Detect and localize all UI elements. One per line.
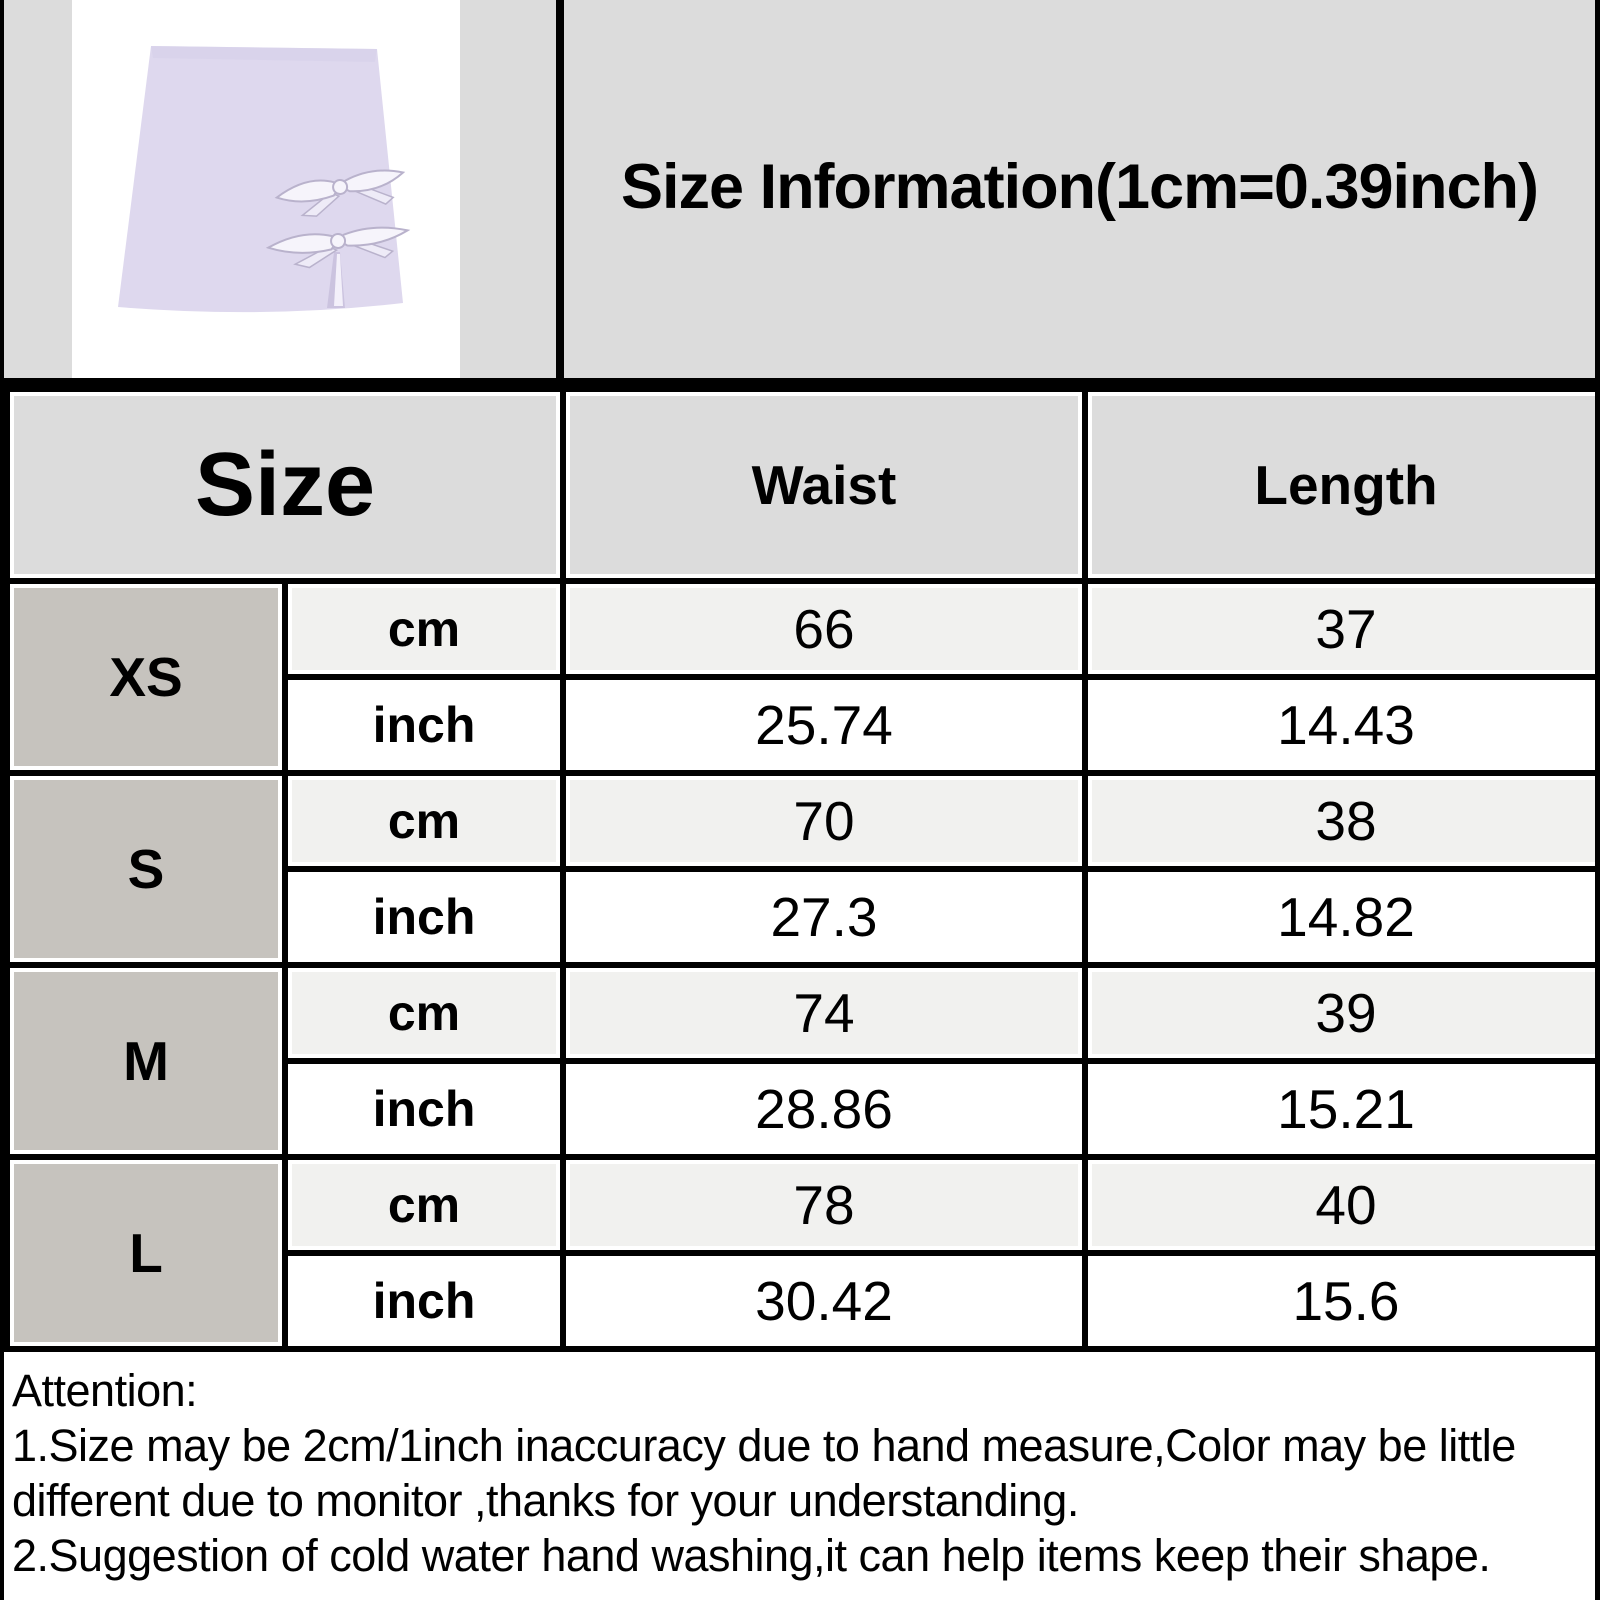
waist-value: 27.3 [560, 866, 1088, 968]
skirt-image [118, 46, 411, 313]
table-row-m-inch: inch 28.86 15.21 [7, 1058, 1595, 1160]
waist-value: 30.42 [560, 1250, 1088, 1352]
attention-note-2: 2.Suggestion of cold water hand washing,… [12, 1529, 1491, 1581]
length-value: 15.6 [1082, 1250, 1595, 1352]
length-value: 14.82 [1082, 866, 1595, 968]
unit-label: cm [282, 1154, 566, 1256]
product-image [72, 0, 460, 378]
table-row-xs-cm: XS cm 66 37 [4, 578, 1595, 776]
length-value: 37 [1082, 578, 1595, 680]
table-header-row: Size Waist Length [4, 386, 1595, 584]
length-value: 40 [1082, 1154, 1595, 1256]
unit-label: inch [282, 866, 566, 968]
column-header-length: Length [1082, 386, 1595, 584]
unit-label: cm [282, 578, 566, 680]
length-value: 39 [1082, 962, 1595, 1064]
table-row-l-cm: L cm 78 40 [4, 1154, 1595, 1352]
skirt-waistband [151, 46, 377, 62]
size-label-l: L [4, 1154, 288, 1352]
top-banner: Size Information(1cm=0.39inch) [4, 0, 1595, 386]
size-label-s: S [4, 770, 288, 968]
skirt-slit [327, 252, 345, 308]
size-table: Size Waist Length XS cm 66 37 inch 25.74… [4, 386, 1595, 1352]
unit-label: inch [282, 674, 566, 776]
table-row-l-inch: inch 30.42 15.6 [7, 1250, 1595, 1352]
unit-label: cm [282, 962, 566, 1064]
table-row-s-inch: inch 27.3 14.82 [7, 866, 1595, 968]
attention-note-1: 1.Size may be 2cm/1inch inaccuracy due t… [12, 1419, 1516, 1526]
length-value: 14.43 [1082, 674, 1595, 776]
table-row-xs-inch: inch 25.74 14.43 [7, 674, 1595, 776]
bow-ribbon-lower [265, 226, 411, 269]
title-cell: Size Information(1cm=0.39inch) [556, 0, 1595, 378]
unit-label: inch [282, 1058, 566, 1160]
attention-section: Attention: 1.Size may be 2cm/1inch inacc… [4, 1352, 1595, 1584]
product-image-cell [4, 0, 556, 378]
unit-label: inch [282, 1250, 566, 1352]
length-value: 15.21 [1082, 1058, 1595, 1160]
waist-value: 78 [560, 1154, 1088, 1256]
waist-value: 28.86 [560, 1058, 1088, 1160]
table-row-s-cm: S cm 70 38 [4, 770, 1595, 968]
waist-value: 66 [560, 578, 1088, 680]
size-label-m: M [4, 962, 288, 1160]
unit-label: cm [282, 770, 566, 872]
waist-value: 70 [560, 770, 1088, 872]
page-title: Size Information(1cm=0.39inch) [621, 152, 1539, 222]
bow-ribbon-upper [274, 169, 406, 217]
column-header-size: Size [4, 386, 566, 584]
waist-value: 25.74 [560, 674, 1088, 776]
size-label-xs: XS [4, 578, 288, 776]
waist-value: 74 [560, 962, 1088, 1064]
table-row-m-cm: M cm 74 39 [4, 962, 1595, 1160]
attention-heading: Attention: [12, 1365, 198, 1416]
column-header-waist: Waist [560, 386, 1088, 584]
length-value: 38 [1082, 770, 1595, 872]
